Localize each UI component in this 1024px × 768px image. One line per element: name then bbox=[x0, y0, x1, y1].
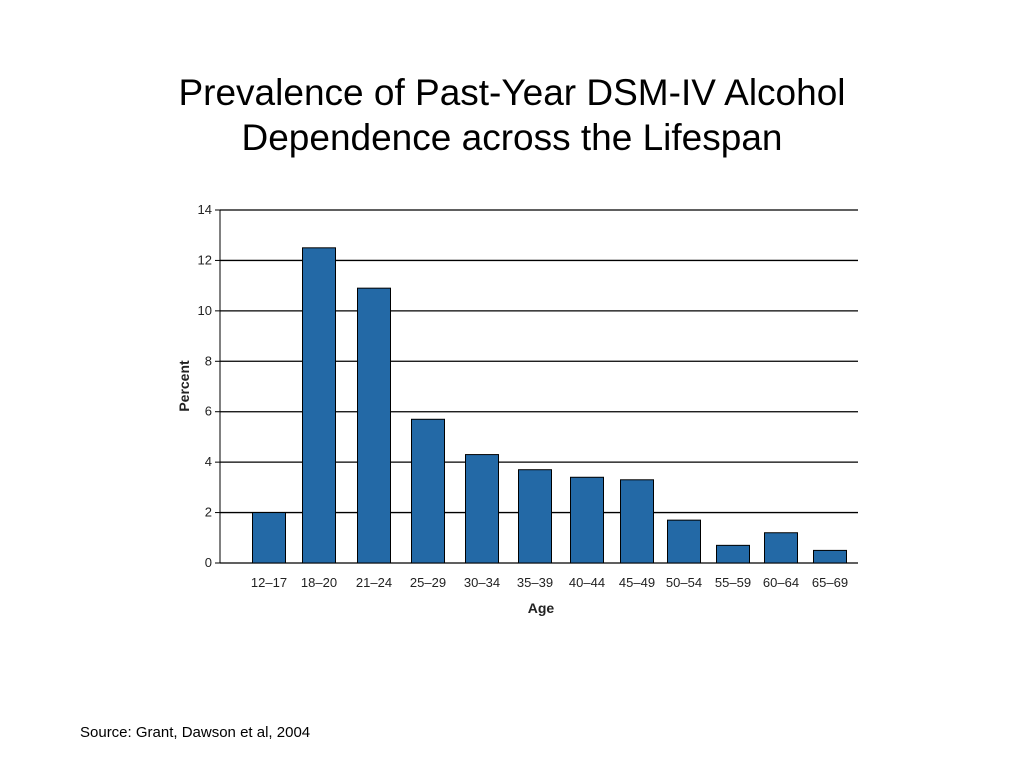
bar-45-49 bbox=[620, 479, 654, 564]
bars bbox=[252, 247, 847, 564]
x-tick-label: 45–49 bbox=[619, 575, 655, 590]
y-tick-label: 2 bbox=[205, 505, 212, 520]
slide-title-line-2: Dependence across the Lifespan bbox=[241, 117, 783, 158]
x-tick-label: 12–17 bbox=[251, 575, 287, 590]
y-axis-title: Percent bbox=[176, 360, 192, 412]
bar-21-24 bbox=[357, 287, 391, 564]
slide-title: Prevalence of Past-Year DSM-IV Alcohol D… bbox=[112, 70, 912, 160]
source-note: Source: Grant, Dawson et al, 2004 bbox=[80, 724, 311, 741]
y-axis-ticks: 0 2 4 6 8 10 12 14 bbox=[198, 202, 220, 570]
y-tick-label: 14 bbox=[198, 202, 212, 217]
x-tick-label: 30–34 bbox=[464, 575, 500, 590]
y-tick-label: 12 bbox=[198, 252, 212, 267]
x-axis-title: Age bbox=[528, 600, 555, 616]
bar-60-64 bbox=[764, 532, 798, 564]
bar-65-69 bbox=[813, 549, 847, 564]
bar-25-29 bbox=[411, 418, 445, 564]
slide-title-line-1: Prevalence of Past-Year DSM-IV Alcohol bbox=[178, 72, 846, 113]
x-tick-label: 18–20 bbox=[301, 575, 337, 590]
y-tick-label: 6 bbox=[205, 404, 212, 419]
x-tick-label: 65–69 bbox=[812, 575, 848, 590]
x-tick-label: 60–64 bbox=[763, 575, 799, 590]
y-tick-label: 4 bbox=[205, 454, 212, 469]
y-tick-label: 0 bbox=[205, 555, 212, 570]
x-tick-label: 35–39 bbox=[517, 575, 553, 590]
bar-40-44 bbox=[570, 476, 604, 564]
x-tick-label: 25–29 bbox=[410, 575, 446, 590]
bar-35-39 bbox=[518, 469, 552, 564]
bar-12-17 bbox=[252, 512, 286, 564]
bar-55-59 bbox=[716, 544, 750, 564]
x-tick-label: 21–24 bbox=[356, 575, 392, 590]
y-tick-label: 10 bbox=[198, 303, 212, 318]
y-tick-label: 8 bbox=[205, 353, 212, 368]
bar-30-34 bbox=[465, 454, 499, 564]
x-tick-label: 50–54 bbox=[666, 575, 702, 590]
x-tick-label: 40–44 bbox=[569, 575, 605, 590]
x-tick-label: 55–59 bbox=[715, 575, 751, 590]
bar-18-20 bbox=[302, 247, 336, 564]
bar-50-54 bbox=[667, 519, 701, 564]
x-axis-ticks: 12–17 18–20 21–24 25–29 30–34 35–39 40–44 45–49… bbox=[251, 575, 848, 590]
